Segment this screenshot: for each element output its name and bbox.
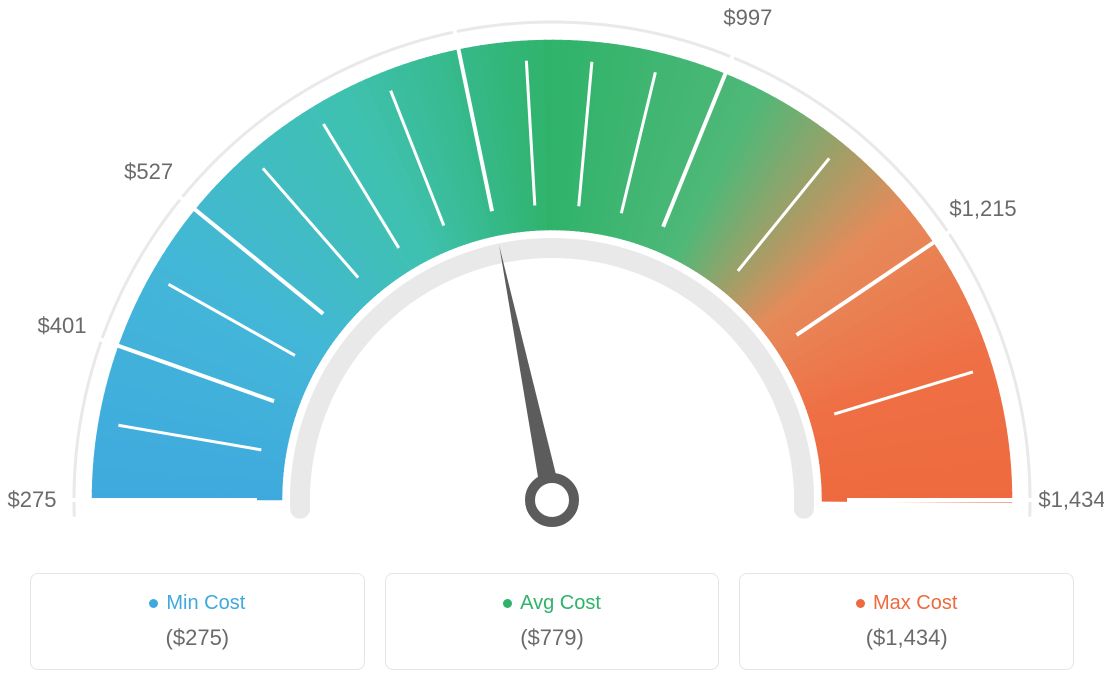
legend-box-avg: Avg Cost ($779) (385, 573, 720, 670)
legend-box-min: Min Cost ($275) (30, 573, 365, 670)
tick-label: $401 (38, 313, 87, 339)
tick-label: $275 (8, 487, 57, 513)
tick-label: $779 (422, 0, 471, 4)
legend-value-max: ($1,434) (750, 625, 1063, 651)
gauge-svg (0, 0, 1104, 560)
tick-label: $1,215 (949, 196, 1016, 222)
legend-label-text: Min Cost (166, 592, 245, 615)
legend-label-text: Avg Cost (520, 592, 601, 615)
legend-value-min: ($275) (41, 625, 354, 651)
legend-label-avg: Avg Cost (396, 592, 709, 615)
legend-box-max: Max Cost ($1,434) (739, 573, 1074, 670)
dot-icon (503, 599, 512, 608)
dot-icon (149, 599, 158, 608)
legend-label-min: Min Cost (41, 592, 354, 615)
legend-label-text: Max Cost (873, 592, 957, 615)
legend-value-avg: ($779) (396, 625, 709, 651)
legend-row: Min Cost ($275) Avg Cost ($779) Max Cost… (0, 573, 1104, 670)
gauge-chart-container: $275 $401 $527 $779 $997 $1,215 $1,434 Min Cos… (0, 0, 1104, 690)
tick-label: $997 (723, 5, 772, 31)
tick-label: $527 (124, 159, 173, 185)
tick-label: $1,434 (1038, 487, 1104, 513)
gauge-area: $275 $401 $527 $779 $997 $1,215 $1,434 (0, 0, 1104, 560)
legend-label-max: Max Cost (750, 592, 1063, 615)
dot-icon (856, 599, 865, 608)
